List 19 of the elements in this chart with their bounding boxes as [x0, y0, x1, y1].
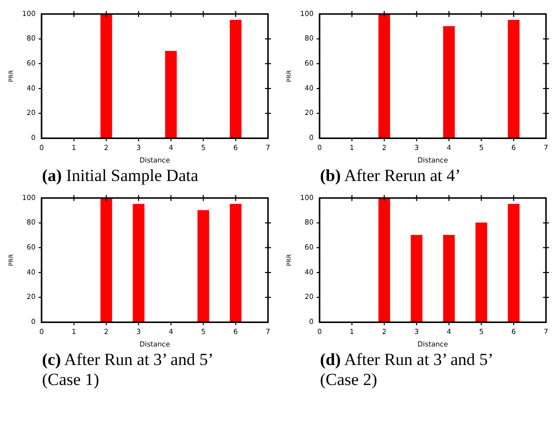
bar [100, 198, 112, 322]
bar [410, 234, 422, 322]
bar [132, 204, 144, 322]
bar [100, 14, 112, 138]
text: (a) Initial Sample Data [42, 166, 200, 186]
bar [475, 222, 488, 322]
bar [378, 14, 390, 138]
bar [508, 204, 520, 322]
bar [230, 20, 242, 138]
bar [508, 20, 520, 138]
bar [165, 50, 177, 138]
text: (d) After Run at 3’ and 5’ (Case 2) [320, 350, 494, 390]
bar [378, 198, 390, 322]
bar [197, 210, 210, 322]
bar [443, 234, 455, 322]
text: (b) After Rerun at 4’ [320, 166, 462, 186]
bar [443, 26, 455, 138]
text: (c) After Run at 3’ and 5’ (Case 1) [42, 350, 214, 390]
bar [230, 204, 242, 322]
